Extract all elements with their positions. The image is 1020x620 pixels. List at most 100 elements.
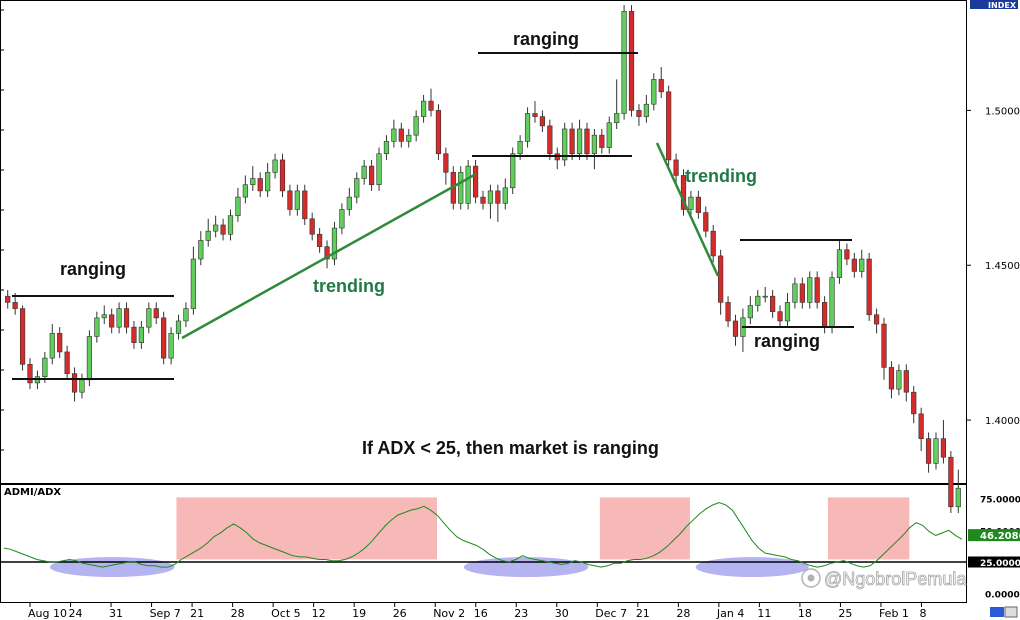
price-y-tick-1: 1.4500 bbox=[985, 261, 1020, 272]
candle-bull bbox=[42, 357, 48, 378]
candle-bear bbox=[161, 317, 167, 359]
date-tick-label: 11 bbox=[757, 607, 771, 620]
candle-bull bbox=[116, 308, 122, 328]
candle-bear bbox=[940, 438, 947, 458]
candle-bear bbox=[569, 128, 575, 155]
candle-bear bbox=[287, 190, 293, 210]
candle-bear bbox=[324, 246, 330, 260]
candle-bear bbox=[443, 153, 449, 173]
candle-bear bbox=[220, 224, 226, 235]
candle-bull bbox=[346, 196, 352, 210]
candle-bull bbox=[576, 128, 583, 155]
candle-bull bbox=[413, 116, 419, 136]
candle-bear bbox=[903, 370, 909, 393]
candle-bear bbox=[5, 295, 11, 303]
candle-bear bbox=[309, 218, 315, 235]
candle-bull bbox=[562, 128, 568, 161]
candle-bear bbox=[799, 283, 805, 303]
candle-bull bbox=[688, 196, 694, 210]
date-tick-label: 16 bbox=[474, 607, 488, 620]
candle-bull bbox=[49, 333, 55, 359]
candle-bull bbox=[190, 258, 196, 309]
candle-bull bbox=[614, 113, 620, 124]
candle-bear bbox=[599, 134, 605, 148]
candle-bull bbox=[606, 122, 612, 148]
candle-bear bbox=[680, 175, 687, 210]
date-tick-label: 18 bbox=[798, 607, 812, 620]
trend-line-down bbox=[655, 142, 720, 277]
date-tick-label: Dec 7 bbox=[595, 607, 627, 620]
adx-trend-box bbox=[827, 497, 910, 560]
candle-bear bbox=[925, 438, 932, 464]
candle-bear bbox=[948, 456, 954, 508]
camera-lens-icon bbox=[807, 574, 815, 582]
candle-bull bbox=[294, 190, 300, 210]
candle-bear bbox=[57, 333, 63, 353]
candle-bear bbox=[539, 116, 546, 127]
candle-bear bbox=[636, 110, 642, 117]
candle-bear bbox=[888, 367, 895, 390]
candle-bull bbox=[933, 438, 939, 464]
candle-bear bbox=[428, 100, 434, 111]
candle-bear bbox=[777, 311, 783, 322]
candle-bear bbox=[866, 258, 872, 316]
candle-bull bbox=[101, 314, 107, 319]
candle-bear bbox=[480, 196, 486, 204]
candle-bear bbox=[851, 258, 857, 272]
date-tick-label: 12 bbox=[312, 607, 326, 620]
ranging-label-1: ranging bbox=[60, 259, 126, 279]
price-y-tick-0: 1.5000 bbox=[985, 106, 1020, 117]
candle-bull bbox=[205, 230, 211, 241]
adx-panel-frame bbox=[0, 484, 967, 603]
candle-bull bbox=[792, 283, 798, 303]
ranging-label-2: ranging bbox=[513, 29, 579, 49]
date-tick-label: 21 bbox=[636, 607, 650, 620]
candle-bull bbox=[955, 487, 961, 508]
date-tick-label: Aug 10 bbox=[28, 607, 67, 620]
trending-label-2: trending bbox=[685, 166, 757, 186]
candle-bull bbox=[198, 240, 204, 260]
date-tick-label: 26 bbox=[393, 607, 407, 620]
candle-bull bbox=[265, 172, 271, 192]
candle-bull bbox=[807, 277, 813, 303]
adx-y-tick-3: 0.0000 bbox=[985, 591, 1020, 601]
candles-group bbox=[5, 5, 961, 513]
candle-bull bbox=[747, 305, 753, 319]
candle-bear bbox=[109, 314, 115, 328]
candle-bear bbox=[495, 190, 501, 204]
candle-bull bbox=[272, 159, 278, 173]
candle-bull bbox=[487, 190, 494, 204]
candle-bear bbox=[317, 233, 323, 247]
candle-bear bbox=[666, 91, 672, 161]
adx-panel-label: ADMI/ADX bbox=[4, 487, 61, 498]
candle-bull bbox=[517, 141, 523, 155]
date-tick-label: Oct 5 bbox=[271, 607, 301, 620]
candle-bear bbox=[123, 308, 130, 328]
ranging-label-3: ranging bbox=[754, 331, 820, 351]
candle-bear bbox=[695, 196, 701, 213]
candle-bear bbox=[12, 302, 18, 309]
candle-bear bbox=[71, 373, 78, 393]
candle-bull bbox=[213, 224, 219, 232]
date-tick-label: 19 bbox=[352, 607, 366, 620]
candle-bull bbox=[242, 184, 248, 198]
candle-bull bbox=[250, 178, 256, 186]
candle-bear bbox=[673, 159, 679, 176]
candle-bear bbox=[153, 308, 159, 319]
adx-trend-box bbox=[599, 497, 690, 560]
adx-y-axis: 75.0000 50.0000 25.0000 0.0000 46.2086 bbox=[968, 496, 1020, 601]
watermark: @NgobrolPemula bbox=[801, 568, 968, 589]
candle-bull bbox=[836, 249, 843, 278]
date-tick-label: Jan 4 bbox=[716, 607, 744, 620]
date-tick-label: Nov 2 bbox=[433, 607, 465, 620]
candle-bull bbox=[591, 134, 597, 155]
candle-bear bbox=[64, 351, 70, 374]
candle-bear bbox=[19, 308, 26, 365]
candle-bear bbox=[911, 391, 917, 415]
candle-bull bbox=[458, 172, 464, 204]
candle-bear bbox=[257, 178, 263, 192]
candle-bull bbox=[94, 317, 100, 337]
candle-bear bbox=[302, 190, 308, 220]
candle-bull bbox=[331, 227, 338, 260]
